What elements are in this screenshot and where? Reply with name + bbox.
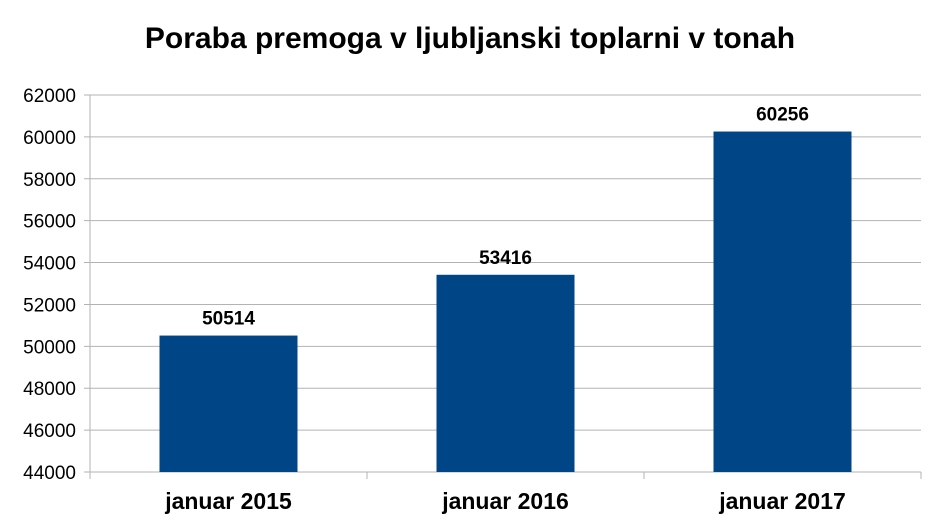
x-tick-label: januar 2017 <box>718 488 846 514</box>
y-tick-label: 48000 <box>23 379 76 400</box>
y-tick-label: 62000 <box>23 86 76 107</box>
x-tick-label: januar 2015 <box>164 488 292 514</box>
y-tick-label: 54000 <box>23 254 76 275</box>
x-tick-label: januar 2016 <box>441 488 569 514</box>
bar <box>436 274 575 472</box>
bar <box>713 131 852 473</box>
y-tick-label: 52000 <box>23 295 76 316</box>
y-tick-label: 58000 <box>23 170 76 191</box>
data-label: 53416 <box>479 248 532 269</box>
y-tick-label: 56000 <box>23 212 76 233</box>
chart-title: Poraba premoga v ljubljanski toplarni v … <box>144 22 796 55</box>
y-tick-label: 60000 <box>23 128 76 149</box>
bar <box>159 335 298 472</box>
data-label: 50514 <box>202 309 255 330</box>
data-label: 60256 <box>756 105 809 126</box>
y-tick-label: 44000 <box>23 463 76 484</box>
y-tick-label: 46000 <box>23 421 76 442</box>
y-tick-label: 50000 <box>23 337 76 358</box>
